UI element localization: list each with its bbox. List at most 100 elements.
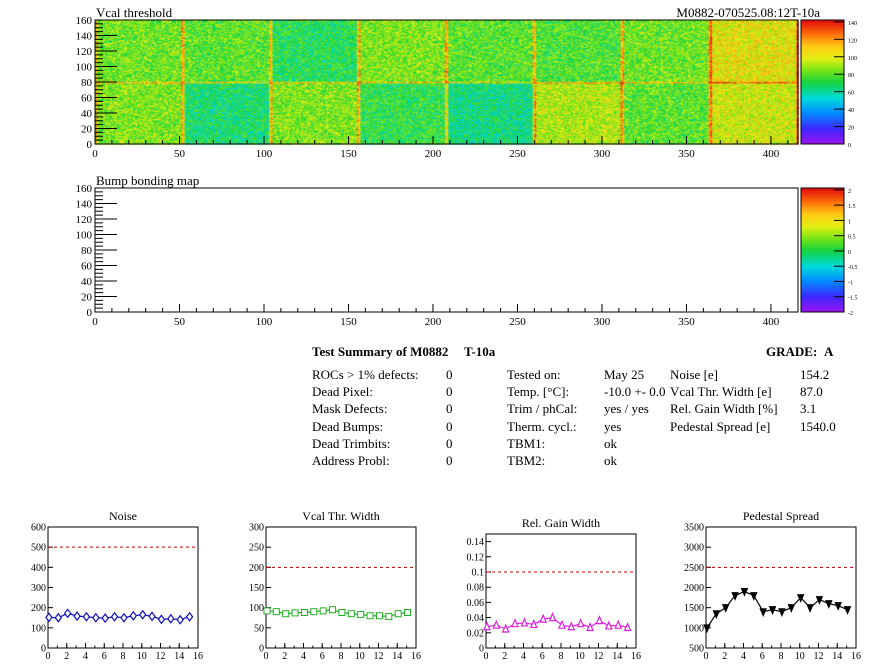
data-point [167, 613, 175, 624]
plot-y-tick-label: 250 [249, 543, 264, 554]
grade-label: GRADE: [766, 344, 818, 359]
plot-frame [47, 526, 199, 649]
plot-x-tick-label: 10 [575, 651, 585, 662]
map-x-tick-label: 300 [594, 148, 611, 160]
series-line [706, 590, 848, 629]
map-title: Vcal threshold [96, 5, 173, 20]
plot-x-tick-label: 14 [174, 651, 184, 662]
plot-x-tick-label: 16 [631, 651, 641, 662]
result-value: 1540.0 [800, 418, 836, 434]
plot-y-tick-label: 400 [31, 563, 46, 574]
map-x-tick-label: 100 [256, 316, 273, 328]
plot-x-tick-label: 4 [301, 651, 306, 662]
plot-y-tick-label: 50 [254, 623, 264, 634]
plot-title: Pedestal Spread [743, 509, 819, 523]
palette-tick-label: 2 [848, 189, 851, 195]
data-point [357, 611, 365, 619]
data-point [520, 617, 529, 627]
map-x-tick-label: 0 [92, 148, 98, 160]
data-point [129, 610, 138, 621]
data-point [404, 609, 412, 617]
condition-value: -10.0 +- 0.0 [604, 384, 666, 400]
map-x-tick-label: 350 [678, 148, 695, 160]
result-label: Noise [e] [670, 367, 719, 382]
plot-y-tick-label: 2000 [684, 583, 704, 594]
plot-y-tick-label: 0 [259, 644, 264, 655]
summary-test-label: T-10a [464, 344, 496, 359]
plot-noise: Noise 0 100 200 300 400 500 600 0 2 4 6 8 10 12 14 16 [31, 509, 203, 662]
map-y-tick-label: 40 [81, 276, 93, 288]
map-y-tick-label: 0 [87, 139, 93, 151]
data-point [595, 615, 604, 625]
plot-frame [705, 526, 857, 649]
plot-x-tick-label: 12 [156, 651, 166, 662]
map-x-tick-label: 250 [509, 148, 526, 160]
plot-x-tick-label: 6 [320, 651, 325, 662]
condition-value: May 25 [604, 367, 645, 382]
plot-y-tick-label: 500 [31, 543, 46, 554]
data-point [529, 618, 538, 629]
color-palette: 0 20 40 60 80 100 120 140 [800, 19, 857, 149]
palette-tick-label: 0.5 [848, 235, 856, 241]
data-point [806, 604, 814, 613]
plot-x-tick-label: 6 [102, 651, 107, 662]
palette-tick-label: 0 [848, 250, 851, 256]
data-point [567, 621, 576, 631]
map-x-tick-label: 400 [763, 316, 780, 328]
defect-value: 0 [446, 418, 453, 434]
map-y-tick-label: 0 [87, 307, 93, 319]
palette-tick-label: -0.5 [848, 265, 858, 271]
map-x-tick-label: 250 [509, 316, 526, 328]
defect-label: Mask Defects: [312, 401, 388, 417]
palette-tick-label: 0 [848, 143, 851, 149]
map-x-tick-label: 400 [763, 148, 780, 160]
map-x-tick-label: 50 [174, 316, 186, 328]
defect-label: Dead Bumps: [312, 418, 384, 434]
plot-x-tick-label: 2 [64, 651, 69, 662]
plot-x-tick-label: 16 [411, 651, 421, 662]
palette-tick-label: -1 [848, 280, 853, 286]
data-point [300, 609, 308, 617]
palette-tick-label: -2 [848, 311, 853, 317]
plot-x-tick-label: 6 [540, 651, 545, 662]
data-point [82, 611, 91, 622]
data-point [101, 613, 109, 624]
data-point [282, 610, 290, 618]
data-point [319, 607, 327, 615]
data-point [92, 612, 100, 623]
plot-y-tick-label: 0.06 [467, 598, 485, 609]
plot-y-tick-label: 300 [249, 523, 264, 534]
data-point [338, 609, 346, 617]
defect-label: Dead Trimbits: [312, 435, 391, 451]
plot-y-tick-label: 300 [31, 583, 46, 594]
map-x-tick-label: 200 [425, 148, 442, 160]
data-point [787, 604, 796, 613]
grade-value: A [824, 344, 834, 359]
data-point [843, 606, 852, 615]
plot-x-tick-label: 8 [559, 651, 564, 662]
plot-x-tick-label: 10 [137, 651, 147, 662]
map-x-tick-label: 300 [594, 316, 611, 328]
data-point [731, 592, 739, 601]
map-y-tick-label: 140 [76, 31, 93, 43]
plot-y-tick-label: 200 [31, 603, 46, 614]
plot-x-tick-label: 10 [355, 651, 365, 662]
map-y-tick-label: 120 [76, 46, 93, 58]
plot-x-tick-label: 16 [193, 651, 203, 662]
defect-value: 0 [446, 367, 453, 382]
map-y-tick-label: 60 [81, 93, 93, 105]
defect-label: Dead Pixel: [312, 384, 374, 400]
plot-y-tick-label: 0.02 [467, 628, 485, 639]
plot-y-tick-label: 2500 [684, 563, 704, 574]
data-point [511, 618, 519, 628]
map-y-tick-label: 20 [81, 124, 93, 136]
data-point [825, 600, 833, 609]
plot-y-tick-label: 1500 [684, 603, 704, 614]
data-point [712, 610, 721, 619]
map-x-tick-label: 100 [256, 148, 273, 160]
plot-x-tick-label: 0 [484, 651, 489, 662]
map-y-tick-label: 140 [76, 199, 93, 211]
plot-y-tick-label: 100 [249, 603, 264, 614]
module-label: M0882-070525.08:12T-10a [676, 5, 820, 20]
plot-x-tick-label: 8 [339, 651, 344, 662]
